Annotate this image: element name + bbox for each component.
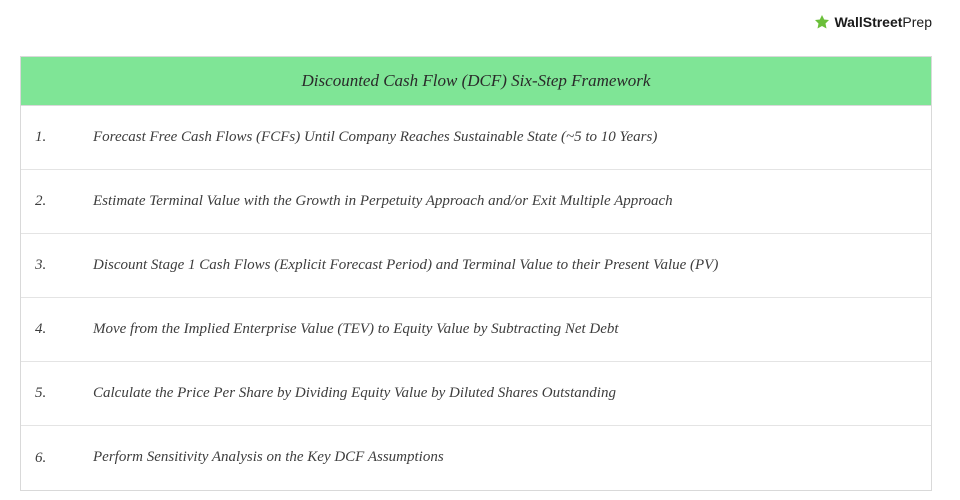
step-number: 1.	[21, 129, 73, 146]
step-text: Forecast Free Cash Flows (FCFs) Until Co…	[73, 119, 931, 157]
table-title: Discounted Cash Flow (DCF) Six-Step Fram…	[21, 57, 931, 106]
logo-text-street: Street	[863, 14, 903, 30]
table-row: 3.Discount Stage 1 Cash Flows (Explicit …	[21, 234, 931, 298]
logo-text-prep: Prep	[902, 14, 932, 30]
step-number: 4.	[21, 321, 73, 338]
step-number: 2.	[21, 193, 73, 210]
brand-logo: WallStreetPrep	[814, 14, 932, 30]
logo-icon	[814, 14, 830, 30]
step-number: 6.	[21, 450, 73, 467]
step-text: Move from the Implied Enterprise Value (…	[73, 311, 931, 349]
table-row: 4.Move from the Implied Enterprise Value…	[21, 298, 931, 362]
logo-text-wall: Wall	[834, 14, 862, 30]
steps-container: 1.Forecast Free Cash Flows (FCFs) Until …	[21, 106, 931, 490]
step-text: Estimate Terminal Value with the Growth …	[73, 183, 931, 221]
table-row: 1.Forecast Free Cash Flows (FCFs) Until …	[21, 106, 931, 170]
step-number: 3.	[21, 257, 73, 274]
step-text: Calculate the Price Per Share by Dividin…	[73, 375, 931, 413]
logo-text: WallStreetPrep	[834, 14, 932, 30]
step-text: Discount Stage 1 Cash Flows (Explicit Fo…	[73, 247, 931, 285]
dcf-framework-table: Discounted Cash Flow (DCF) Six-Step Fram…	[20, 56, 932, 491]
table-row: 2.Estimate Terminal Value with the Growt…	[21, 170, 931, 234]
table-row: 6.Perform Sensitivity Analysis on the Ke…	[21, 426, 931, 490]
step-number: 5.	[21, 385, 73, 402]
step-text: Perform Sensitivity Analysis on the Key …	[73, 439, 931, 477]
table-row: 5.Calculate the Price Per Share by Divid…	[21, 362, 931, 426]
